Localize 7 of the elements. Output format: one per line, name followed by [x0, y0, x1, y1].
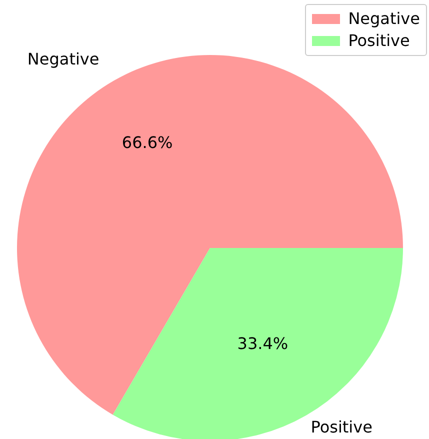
legend-label: Negative — [348, 8, 420, 30]
legend-label: Positive — [348, 30, 410, 52]
data-label: 66.6% — [122, 133, 173, 152]
slice-label: Positive — [310, 418, 372, 437]
slice-label: Negative — [27, 49, 100, 68]
data-label: 33.4% — [237, 334, 288, 353]
pie-slice — [112, 248, 403, 439]
